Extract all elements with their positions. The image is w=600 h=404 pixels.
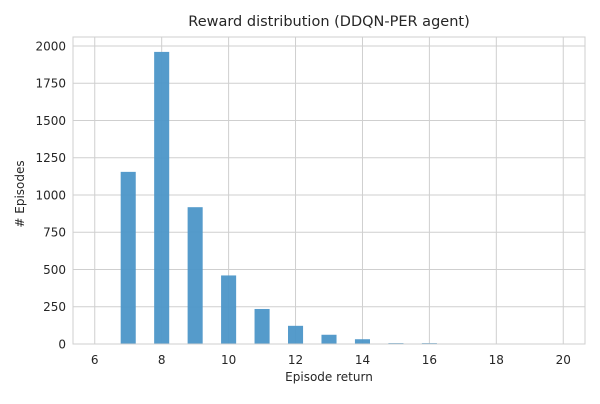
bar-5: [288, 325, 304, 344]
bar-0: [120, 171, 136, 344]
x-tick-label-1: 8: [158, 353, 166, 367]
x-tick-label-7: 20: [556, 353, 571, 367]
bar-7: [354, 339, 370, 344]
y-tick-label-4: 1000: [35, 188, 66, 202]
axis-frame: [72, 36, 586, 345]
x-tick-label-4: 14: [355, 353, 370, 367]
y-axis-label: # Episodes: [13, 160, 27, 227]
x-tick-label-6: 18: [489, 353, 504, 367]
bars: [120, 51, 437, 344]
bar-6: [321, 334, 337, 344]
x-tick-label-3: 12: [288, 353, 303, 367]
grid-lines: [73, 37, 585, 345]
y-tick-label-1: 250: [43, 300, 66, 314]
bar-2: [187, 207, 203, 344]
chart-title: Reward distribution (DDQN-PER agent): [188, 14, 469, 30]
x-tick-label-2: 10: [221, 353, 236, 367]
x-tick-labels: 6 8 10 12 14 16 18 20: [91, 353, 571, 367]
bar-1: [154, 51, 170, 344]
y-tick-label-3: 750: [43, 226, 66, 240]
y-tick-label-8: 2000: [35, 39, 66, 53]
y-tick-label-5: 1250: [35, 151, 66, 165]
x-tick-label-0: 6: [91, 353, 99, 367]
x-tick-label-5: 16: [422, 353, 437, 367]
plot-frame: [72, 36, 586, 345]
y-tick-labels: 0 250 500 750 1000 1250 1500 1750 2000: [35, 39, 66, 351]
bar-4: [254, 308, 270, 344]
x-axis-label: Episode return: [285, 370, 373, 384]
bar-3: [221, 275, 237, 344]
y-tick-label-6: 1500: [35, 114, 66, 128]
y-tick-label-2: 500: [43, 263, 66, 277]
y-tick-label-0: 0: [58, 338, 66, 352]
y-tick-label-7: 1750: [35, 77, 66, 91]
